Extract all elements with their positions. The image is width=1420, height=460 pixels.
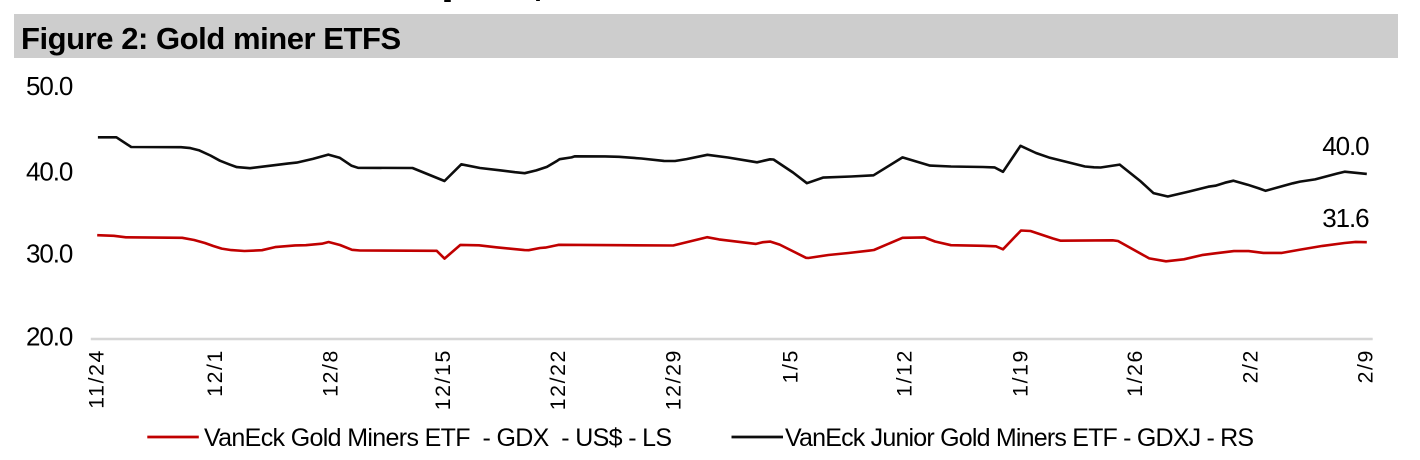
svg-text:2/2: 2/2: [1239, 349, 1263, 383]
svg-text:30.0: 30.0: [26, 239, 73, 269]
svg-text:40.0: 40.0: [26, 157, 73, 187]
svg-text:12/29: 12/29: [662, 349, 686, 410]
svg-text:1/26: 1/26: [1123, 349, 1147, 397]
svg-text:12/15: 12/15: [431, 349, 455, 410]
svg-text:12/8: 12/8: [318, 349, 342, 397]
svg-text:2/9: 2/9: [1353, 349, 1377, 383]
svg-text:12/1: 12/1: [203, 349, 227, 397]
svg-text:40.0: 40.0: [1322, 131, 1369, 161]
svg-text:50.0: 50.0: [26, 71, 73, 101]
svg-text:1/19: 1/19: [1008, 349, 1032, 397]
svg-text:1/12: 1/12: [892, 349, 916, 397]
svg-text:20.0: 20.0: [26, 321, 73, 351]
svg-text:12/22: 12/22: [546, 349, 570, 410]
svg-text:31.6: 31.6: [1322, 203, 1369, 233]
svg-text:11/24: 11/24: [84, 349, 108, 409]
svg-text:1/5: 1/5: [778, 349, 802, 383]
